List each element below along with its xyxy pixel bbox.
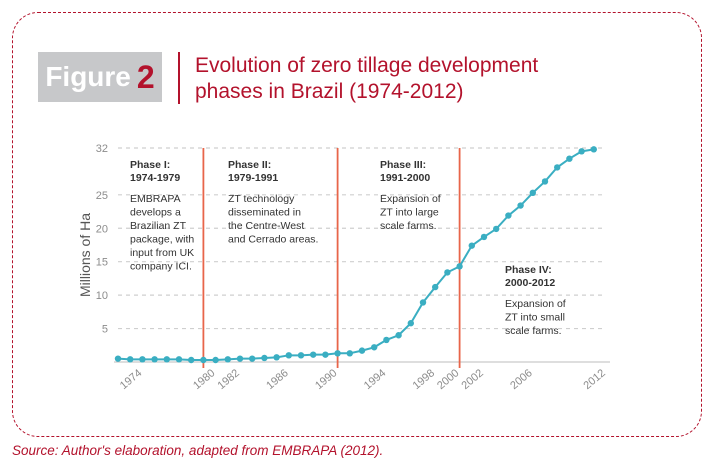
- source-note: Source: Author's elaboration, adapted fr…: [12, 443, 384, 458]
- data-point: [419, 299, 427, 306]
- data-point: [578, 148, 585, 155]
- data-point: [358, 347, 366, 354]
- data-point: [212, 356, 219, 364]
- phase-title: 2000-2012: [505, 277, 555, 289]
- x-tick-label: 1998: [411, 367, 437, 392]
- data-point: [261, 354, 268, 362]
- data-point: [127, 356, 134, 363]
- data-point: [590, 146, 597, 153]
- x-tick-label: 2006: [508, 367, 534, 392]
- data-point: [505, 212, 512, 219]
- data-point: [285, 352, 292, 359]
- x-tick-label: 1994: [362, 367, 388, 392]
- data-point: [139, 356, 146, 363]
- figure-badge: Figure 2: [38, 52, 162, 102]
- phase-title: Phase II:: [228, 159, 271, 171]
- phase-title: Phase IV:: [505, 264, 552, 276]
- data-point: [554, 164, 561, 171]
- figure-word: Figure: [45, 61, 131, 92]
- phase-title: Phase III:: [380, 159, 426, 171]
- x-tick-label: 2000: [435, 367, 461, 392]
- data-point: [493, 225, 500, 233]
- data-point: [346, 350, 353, 357]
- phase-title: 1974-1979: [130, 172, 180, 184]
- figure-title-line: Evolution of zero tillage development: [195, 54, 539, 77]
- data-point: [407, 320, 414, 327]
- y-axis-title: Millions of Ha: [77, 213, 93, 297]
- y-tick-label: 32: [96, 143, 108, 155]
- data-point: [322, 351, 329, 358]
- data-point: [273, 354, 280, 361]
- data-point: [236, 355, 244, 362]
- data-point: [297, 352, 305, 359]
- y-tick-label: 25: [96, 190, 108, 202]
- phase-description: company ICI.: [130, 261, 192, 273]
- data-point: [310, 351, 317, 358]
- figure-frame: [12, 12, 702, 437]
- x-tick-label: 2012: [581, 367, 607, 392]
- phase-description: scale farms.: [505, 325, 562, 337]
- data-point: [395, 332, 402, 339]
- data-point: [432, 283, 439, 291]
- data-point: [151, 356, 158, 363]
- data-point: [200, 356, 207, 364]
- data-point: [529, 189, 536, 197]
- phase-description: package, with: [130, 234, 194, 246]
- data-point: [334, 350, 341, 357]
- y-tick-label: 15: [96, 257, 108, 269]
- phase-description: the Centre-West: [228, 220, 304, 232]
- phase-description: input from UK: [130, 247, 194, 259]
- y-tick-label: 5: [102, 324, 108, 336]
- phase-description: Expansion of: [505, 298, 566, 310]
- phase-description: ZT into small: [505, 312, 565, 324]
- data-point: [188, 356, 195, 364]
- data-point: [224, 356, 231, 363]
- x-tick-label: 1982: [215, 367, 241, 392]
- data-point: [468, 242, 475, 249]
- data-point: [456, 263, 463, 270]
- phase-description: EMBRAPA: [130, 193, 181, 205]
- phase-description: scale farms.: [380, 220, 437, 232]
- phase-title: 1979-1991: [228, 172, 278, 184]
- figure-title-line: phases in Brazil (1974-2012): [195, 80, 464, 103]
- figure-number: 2: [136, 58, 155, 95]
- x-tick-label: 1974: [118, 367, 144, 392]
- phase-description: ZT technology: [228, 193, 295, 205]
- data-point: [175, 356, 183, 363]
- series-line: [117, 148, 594, 361]
- phase-description: Expansion of: [380, 193, 441, 205]
- y-tick-label: 20: [96, 223, 108, 235]
- data-point: [566, 155, 573, 162]
- phase-title: Phase I:: [130, 159, 170, 171]
- phase-description: disseminated in: [228, 207, 301, 219]
- phase-title: 1991-2000: [380, 172, 430, 184]
- x-tick-label: 1986: [264, 367, 290, 392]
- data-point: [480, 233, 488, 241]
- data-point: [114, 355, 122, 362]
- phase-description: Brazilian ZT: [130, 220, 187, 232]
- phase-description: ZT into large: [380, 207, 439, 219]
- x-tick-label: 1980: [191, 367, 217, 392]
- phase-description: develops a: [130, 207, 181, 219]
- figure-title: Evolution of zero tillage development ph…: [195, 53, 635, 105]
- x-tick-label: 2002: [459, 367, 485, 392]
- data-point: [383, 336, 390, 344]
- data-point: [371, 344, 378, 351]
- title-divider: [178, 52, 180, 104]
- data-point: [163, 356, 170, 363]
- y-tick-label: 10: [96, 290, 108, 302]
- data-point: [517, 202, 524, 209]
- phase-description: and Cerrado areas.: [228, 234, 318, 246]
- data-point: [444, 269, 451, 276]
- data-point: [541, 178, 549, 185]
- x-tick-label: 1990: [313, 367, 339, 392]
- data-point: [249, 355, 256, 362]
